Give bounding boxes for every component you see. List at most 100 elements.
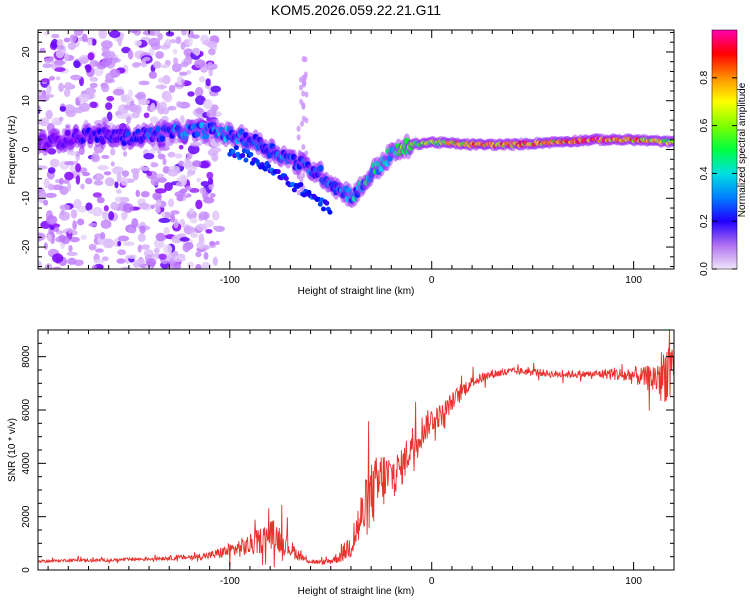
heatmap-noise-cell xyxy=(117,36,123,47)
heatmap-noise-cell xyxy=(43,31,51,36)
heatmap-noise-cell xyxy=(165,31,175,37)
heatmap-noise-cell xyxy=(90,154,101,163)
heatmap-noise-cell xyxy=(187,172,192,177)
heatmap-noise-cell xyxy=(195,95,206,106)
heatmap-noise-cell xyxy=(67,182,72,192)
heatmap-noise-cell xyxy=(63,53,70,62)
heatmap-noise-cell xyxy=(87,38,93,46)
heatmap-noise-cell xyxy=(64,160,76,166)
heatmap-noise-cell xyxy=(173,255,186,263)
colorbar-ticks: 0.0 0.2 0.4 0.6 0.8 xyxy=(699,70,737,276)
heatmap-noise-cell xyxy=(207,177,214,185)
heatmap-noise-cell xyxy=(187,144,200,155)
heatmap-noise-cell xyxy=(179,188,188,193)
heatmap-noise-cell xyxy=(73,198,82,209)
heatmap-noise-cell xyxy=(155,232,166,242)
y-tick-label: 2000 xyxy=(21,505,32,528)
heatmap-noise-cell xyxy=(163,92,173,103)
heatmap-ridge-cell xyxy=(317,164,324,172)
heatmap-noise-cell xyxy=(191,34,200,39)
heatmap-noise-cell xyxy=(58,177,64,185)
heatmap-noise-cell xyxy=(155,199,162,207)
heatmap-noise-cell xyxy=(154,188,167,194)
heatmap-noise-cell xyxy=(121,46,131,54)
heatmap-noise-cell xyxy=(42,63,52,69)
heatmap-noise-cell xyxy=(180,42,186,50)
heatmap-noise-cell xyxy=(120,196,130,203)
snr-series-line xyxy=(38,330,674,568)
heatmap-noise-cell xyxy=(304,91,309,98)
heatmap-noise-cell xyxy=(154,207,161,213)
snr-x-axis: -100 0 100 xyxy=(47,330,675,587)
heatmap-noise-cell xyxy=(89,82,98,89)
heatmap-noise-cell xyxy=(299,120,304,127)
heatmap-noise-cell xyxy=(49,225,55,231)
heatmap-noise-cell xyxy=(52,253,64,264)
heatmap-noise-cell xyxy=(200,180,210,187)
heatmap-noise-cell xyxy=(140,191,150,198)
heatmap-noise-cell xyxy=(58,116,64,122)
heatmap-noise-cell xyxy=(66,251,78,256)
heatmap-noise-cell xyxy=(73,60,81,69)
heatmap-noise-cell xyxy=(198,233,205,243)
heatmap-noise-cell xyxy=(44,192,57,198)
heatmap-noise-cell xyxy=(93,180,104,186)
heatmap-noise-cell xyxy=(296,189,301,196)
heatmap-ridge-cell xyxy=(298,182,304,188)
heatmap-ridge-cell xyxy=(240,153,246,159)
heatmap-noise-cell xyxy=(127,49,134,60)
heatmap-noise-cell xyxy=(68,244,73,252)
heatmap-noise-cell xyxy=(43,57,54,63)
heatmap-noise-cell xyxy=(184,157,191,168)
x-tick-label: 100 xyxy=(625,275,642,286)
heatmap-noise-cell xyxy=(168,198,175,208)
heatmap-noise-cell xyxy=(103,171,112,176)
heatmap-noise-cell xyxy=(67,257,77,265)
heatmap-noise-cell xyxy=(170,210,180,215)
heatmap-noise-cell xyxy=(160,211,166,217)
heatmap-noise-cell xyxy=(89,76,99,82)
heatmap-noise-cell xyxy=(184,185,192,191)
heatmap-noise-cell xyxy=(127,89,133,98)
heatmap-noise-cell xyxy=(303,56,308,63)
heatmap-noise-cell xyxy=(88,243,97,251)
heatmap-noise-cell xyxy=(189,142,202,147)
heatmap-noise-cell xyxy=(110,161,115,167)
heatmap-noise-cell xyxy=(129,104,139,113)
heatmap-noise-cell xyxy=(188,37,193,47)
heatmap-noise-cell xyxy=(302,79,307,86)
heatmap-noise-cell xyxy=(192,160,202,168)
heatmap-noise-cell xyxy=(198,160,210,169)
heatmap-noise-cell xyxy=(158,77,164,84)
heatmap-noise-cell xyxy=(207,61,214,71)
heatmap-noise-cell xyxy=(195,199,203,210)
heatmap-noise-cell xyxy=(210,85,222,93)
x-tick-label: 0 xyxy=(429,576,435,587)
heatmap-noise-cell xyxy=(134,259,146,265)
snr-x-label: Height of straight line (km) xyxy=(298,586,415,597)
heatmap-noise-cell xyxy=(120,176,129,186)
heatmap-noise-cell xyxy=(132,62,141,68)
heatmap-noise-cell xyxy=(44,263,53,269)
heatmap-noise-cell xyxy=(143,112,150,119)
heatmap-noise-cell xyxy=(117,240,122,247)
heatmap-noise-cell xyxy=(167,151,176,158)
heatmap-noise-cell xyxy=(116,188,122,195)
heatmap-noise-cell xyxy=(106,111,113,122)
heatmap-noise-cell xyxy=(106,50,116,59)
heatmap-noise-cell xyxy=(53,266,62,269)
heatmap-noise-cell xyxy=(173,218,179,229)
heatmap-noise-cell xyxy=(81,172,91,177)
heatmap-noise-cell xyxy=(139,225,146,234)
heatmap-noise-cell xyxy=(206,40,218,49)
heatmap-noise-cell xyxy=(67,42,76,51)
heatmap-noise-cell xyxy=(157,153,166,160)
spectrogram-x-label: Height of straight line (km) xyxy=(298,286,415,297)
y-tick-label: 20 xyxy=(21,46,32,58)
heatmap-noise-cell xyxy=(190,232,199,238)
heatmap-ridge-cell xyxy=(327,209,333,215)
x-tick-label: 100 xyxy=(625,576,642,587)
heatmap-noise-cell xyxy=(148,71,158,79)
heatmap-noise-cell xyxy=(212,225,220,231)
